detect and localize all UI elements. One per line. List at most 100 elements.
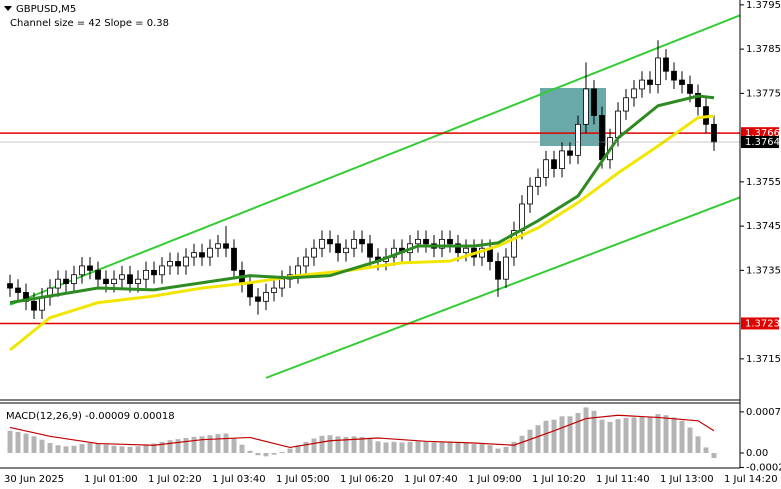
candle-body [207,247,213,258]
macd-bar [31,436,37,453]
signal-line [9,414,715,449]
candle-body [151,269,157,276]
candle-body [95,269,101,280]
candle-body [247,283,253,298]
candle-body [543,159,549,178]
chart-subtitle: Channel size = 42 Slope = 0.38 [10,18,169,29]
macd-bar [519,435,525,453]
macd-bar [359,436,365,453]
macd-bar [623,418,629,453]
macd-bar [447,441,453,453]
macd-bar [479,443,485,453]
macd-bar [23,433,29,453]
candle-body [55,278,61,289]
y-tick-label: 1.3735 [746,265,781,276]
y-tick-label: 1.3745 [746,221,781,232]
candle-body [223,243,229,249]
macd-bar [487,445,493,453]
macd-bar [87,443,93,453]
candle-body [63,278,69,285]
candle-body [439,238,445,249]
y-tick-label: 1.3795 [746,0,781,11]
x-tick-label: 1 Jul 01:00 [84,474,138,485]
macd-bar [703,447,709,453]
macd-bar [527,429,533,453]
macd-bar [287,448,293,453]
macd-bar [199,436,205,453]
candle-body [367,243,373,258]
candle-body [639,79,645,90]
macd-bar [167,440,173,453]
macd-bar [679,420,685,453]
macd-bar [399,442,405,453]
candle-body [711,123,717,143]
candle-body [183,256,189,267]
candle-body [135,278,141,285]
candle-body [127,274,133,285]
macd-bar [647,416,653,453]
candle-body [263,292,269,302]
macd-bar [383,442,389,453]
macd-bar [567,416,573,453]
candle-body [103,278,109,285]
macd-bar [423,441,429,453]
macd-bar [367,439,373,453]
x-tick-label: 1 Jul 14:20 [724,474,778,485]
macd-bar [503,446,509,453]
macd-bar [271,453,277,455]
macd-bar [671,417,677,453]
macd-title: MACD(12,26,9) -0.00009 0.00018 [6,411,175,422]
candle-body [423,238,429,245]
macd-bar [439,441,445,453]
level-label: 1.3766 [745,128,780,139]
macd-bar [663,415,669,453]
candle-body [311,247,317,258]
macd-bar [495,448,501,453]
macd-bar [55,445,61,453]
trend-line [9,14,740,306]
macd-bar [655,414,661,453]
macd-bar [263,453,269,457]
candle-body [175,261,181,267]
macd-bar [559,416,565,453]
level-label-box [741,317,779,330]
macd-bar [207,435,213,453]
candle-body [591,88,597,116]
candle-body [319,238,325,249]
macd-bar [455,443,461,453]
candle-body [359,238,365,245]
macd-bar [159,441,165,453]
candle-body [575,123,581,156]
macd-bar [7,430,13,453]
x-tick-label: 30 Jun 2025 [4,474,64,485]
x-tick-label: 1 Jul 10:20 [532,474,586,485]
y-tick-label: -0.00026 [746,462,781,473]
candle-body [343,247,349,254]
macd-bar [103,444,109,453]
macd-bar [335,436,341,453]
macd-bar [183,438,189,453]
macd-bar [631,417,637,453]
macd-bar [551,419,557,453]
macd-bar [111,445,117,453]
candle-body [599,115,605,161]
candle-body [167,261,173,267]
candle-body [71,274,77,285]
x-tick-label: 1 Jul 06:20 [340,474,394,485]
macd-bar [575,413,581,453]
macd-bar [295,445,301,453]
macd-bar [711,453,717,458]
candle-body [351,238,357,249]
candle-body [511,230,517,258]
macd-bar [415,441,421,453]
macd-bar [191,436,197,453]
x-tick-label: 1 Jul 03:40 [212,474,266,485]
y-tick-label: 1.3785 [746,44,781,55]
x-tick-label: 1 Jul 09:00 [468,474,522,485]
candle-body [535,177,541,187]
x-tick-label: 1 Jul 07:40 [404,474,458,485]
macd-bar [15,431,21,453]
candle-body [695,92,701,108]
macd-bar [607,421,613,453]
